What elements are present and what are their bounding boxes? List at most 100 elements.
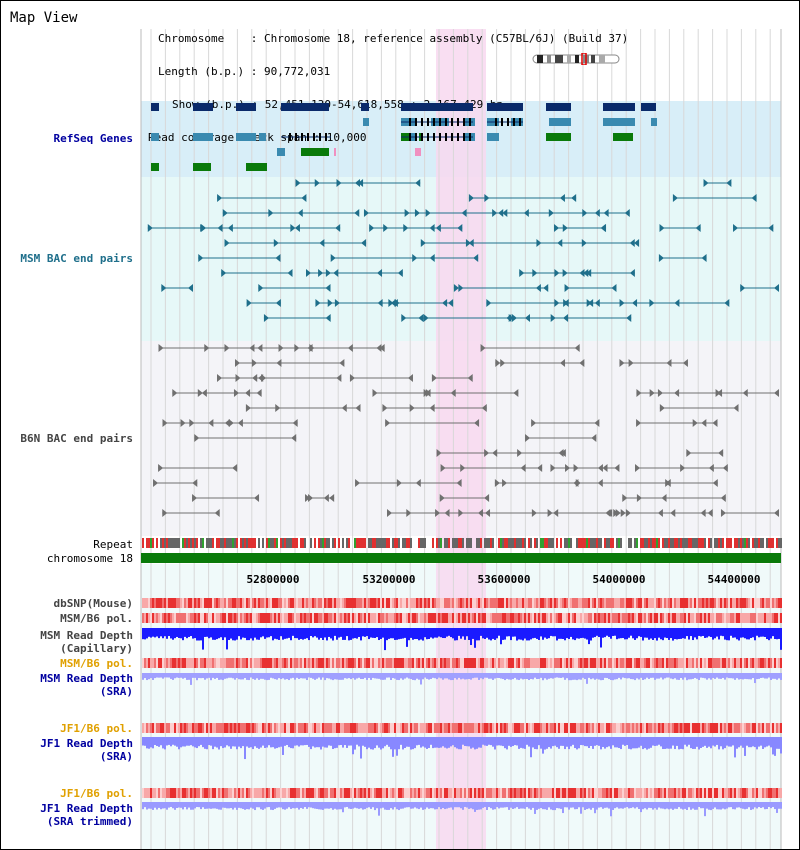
- b6n-bac-pair-end-left[interactable]: [305, 494, 311, 502]
- b6n-bac-pair-end-right[interactable]: [376, 344, 382, 352]
- gene-exon[interactable]: [469, 118, 471, 126]
- gene-exon[interactable]: [549, 118, 571, 126]
- msm-bac-pair-end-left[interactable]: [420, 239, 426, 247]
- gene-exon[interactable]: [301, 148, 329, 156]
- label-dbsnp[interactable]: dbSNP(Mouse): [53, 597, 133, 610]
- b6n-bac-pair-end-right[interactable]: [774, 509, 779, 517]
- b6n-bac-pair-end-left[interactable]: [531, 509, 537, 517]
- b6n-bac-pair-end-right[interactable]: [682, 359, 688, 367]
- b6n-bac-pair-end-left[interactable]: [153, 479, 159, 487]
- gene-exon[interactable]: [501, 118, 503, 126]
- msm-bac-pair-end-left[interactable]: [363, 209, 369, 217]
- b6n-bac-pair-end-right[interactable]: [292, 419, 298, 427]
- msm-bac-pair-end-right[interactable]: [448, 299, 454, 307]
- gene-exon[interactable]: [463, 118, 465, 126]
- msm-bac-pair-end-left[interactable]: [147, 224, 153, 232]
- msm-bac-pair-end-left[interactable]: [492, 209, 498, 217]
- gene-exon[interactable]: [259, 133, 266, 141]
- msm-bac-pair-end-right[interactable]: [294, 224, 300, 232]
- msm-bac-pair-end-right[interactable]: [361, 239, 367, 247]
- b6n-bac-pair-end-left[interactable]: [625, 509, 631, 517]
- b6n-bac-pair-end-right[interactable]: [291, 434, 297, 442]
- gene-exon[interactable]: [469, 133, 471, 141]
- msm-bac-pair-end-right[interactable]: [397, 269, 403, 277]
- b6n-bac-pair-end-right[interactable]: [276, 359, 282, 367]
- b6n-bac-pair-end-right[interactable]: [707, 509, 713, 517]
- b6n-bac-pair-end-left[interactable]: [261, 374, 267, 382]
- gene-exon[interactable]: [313, 133, 315, 141]
- b6n-bac-pair-end-left[interactable]: [531, 419, 537, 427]
- msm-bac-pair-end-left[interactable]: [306, 269, 312, 277]
- selected-region-highlight[interactable]: [436, 29, 486, 849]
- b6n-bac-pair-end-left[interactable]: [235, 374, 241, 382]
- msm-bac-pair-end-right[interactable]: [301, 194, 307, 202]
- gene-exon[interactable]: [463, 133, 465, 141]
- label-refseq-genes[interactable]: RefSeq Genes: [53, 132, 133, 145]
- gene-exon[interactable]: [487, 133, 499, 141]
- msm-bac-pair-end-left[interactable]: [458, 284, 464, 292]
- b6n-bac-pair-end-right[interactable]: [254, 494, 260, 502]
- gene-exon[interactable]: [415, 118, 417, 126]
- msm-bac-pair-end-right[interactable]: [297, 209, 303, 217]
- gene-exon[interactable]: [495, 118, 497, 126]
- msm-bac-pair-end-right[interactable]: [586, 269, 592, 277]
- b6n-bac-pair-end-right[interactable]: [574, 344, 580, 352]
- b6n-bac-pair-end-left[interactable]: [720, 509, 726, 517]
- gene-exon[interactable]: [445, 118, 447, 126]
- msm-bac-pair-end-right[interactable]: [751, 194, 757, 202]
- b6n-bac-pair-end-left[interactable]: [406, 509, 412, 517]
- b6n-bac-pair-end-right[interactable]: [513, 389, 519, 397]
- msm-bac-pair-end-left[interactable]: [403, 224, 409, 232]
- b6n-bac-pair-end-left[interactable]: [355, 479, 361, 487]
- msm-bac-pair-end-right[interactable]: [571, 194, 577, 202]
- b6n-bac-pair-end-right[interactable]: [379, 344, 385, 352]
- b6n-bac-pair-end-right[interactable]: [602, 464, 608, 472]
- msm-bac-pair-end-right[interactable]: [325, 284, 331, 292]
- b6n-bac-pair-end-left[interactable]: [308, 494, 314, 502]
- b6n-bac-pair-end-left[interactable]: [385, 419, 391, 427]
- label-msm-b6-pol[interactable]: MSM/B6 pol.: [60, 612, 133, 625]
- msm-bac-pair-end-right[interactable]: [335, 224, 341, 232]
- label-msm-bac[interactable]: MSM BAC end pairs: [20, 252, 133, 265]
- b6n-bac-pair-end-left[interactable]: [278, 344, 284, 352]
- b6n-bac-pair-end-right[interactable]: [192, 479, 198, 487]
- b6n-bac-pair-end-left[interactable]: [431, 374, 437, 382]
- msm-bac-pair-end-right[interactable]: [275, 254, 281, 262]
- msm-bac-pair-end-left[interactable]: [246, 299, 252, 307]
- gene-exon[interactable]: [439, 118, 441, 126]
- gene-exon[interactable]: [513, 118, 515, 126]
- b6n-bac-pair-end-left[interactable]: [162, 509, 168, 517]
- b6n-bac-pair-end-right[interactable]: [208, 419, 214, 427]
- b6n-bac-pair-end-right[interactable]: [708, 464, 714, 472]
- gene-exon[interactable]: [246, 163, 267, 171]
- label-jf1-depth-1[interactable]: JF1 Read Depth: [40, 737, 133, 750]
- b6n-bac-pair-end-right[interactable]: [701, 419, 707, 427]
- gene-exon[interactable]: [236, 133, 256, 141]
- msm-bac-pair-end-right[interactable]: [724, 299, 730, 307]
- b6n-bac-pair-end-right[interactable]: [666, 359, 672, 367]
- msm-bac-pair-end-right[interactable]: [543, 284, 549, 292]
- b6n-bac-pair-end-right[interactable]: [657, 509, 663, 517]
- b6n-bac-pair-end-right[interactable]: [712, 419, 718, 427]
- msm-bac-pair-end-left[interactable]: [263, 314, 269, 322]
- gene-exon[interactable]: [507, 118, 509, 126]
- b6n-bac-pair-end-left[interactable]: [636, 419, 642, 427]
- msm-bac-pair-end-left[interactable]: [198, 254, 204, 262]
- b6n-bac-pair-end-right[interactable]: [492, 449, 498, 457]
- msm-bac-pair-end-left[interactable]: [315, 299, 321, 307]
- msm-bac-pair-end-right[interactable]: [188, 284, 194, 292]
- b6n-bac-pair-end-left[interactable]: [423, 389, 429, 397]
- gene-exon[interactable]: [546, 103, 571, 111]
- b6n-bac-pair-end-right[interactable]: [485, 509, 491, 517]
- msm-bac-pair-end-right[interactable]: [429, 254, 435, 262]
- msm-bac-pair-end-left[interactable]: [672, 194, 678, 202]
- gene-exon[interactable]: [603, 103, 635, 111]
- b6n-bac-pair-end-left[interactable]: [500, 359, 506, 367]
- msm-bac-pair-end-right[interactable]: [287, 269, 293, 277]
- msm-bac-pair-end-right[interactable]: [333, 269, 339, 277]
- msm-bac-pair-end-left[interactable]: [217, 194, 223, 202]
- b6n-bac-pair-end-left[interactable]: [480, 344, 486, 352]
- gene-exon[interactable]: [457, 118, 459, 126]
- label-msm-depth-cap-1[interactable]: MSM Read Depth: [40, 629, 133, 642]
- b6n-bac-pair-end-right[interactable]: [718, 449, 724, 457]
